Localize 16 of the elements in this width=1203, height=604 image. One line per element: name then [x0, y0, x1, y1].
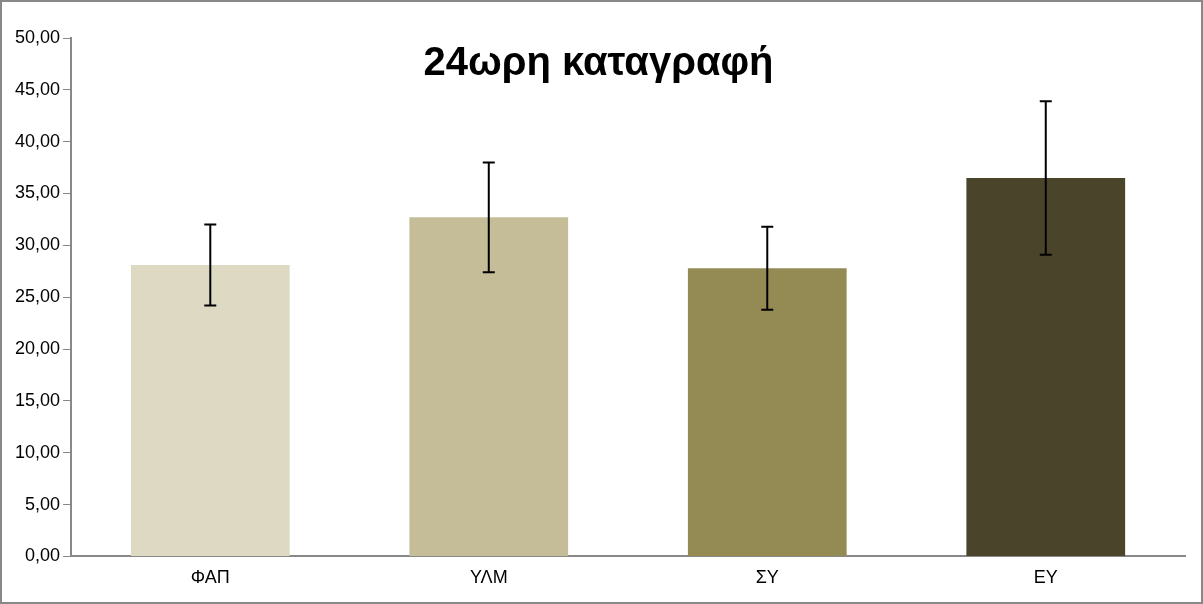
x-tick-label: ΦΑΠ: [190, 567, 230, 588]
y-tick-label: 35,00: [15, 182, 61, 203]
y-tick-label: 50,00: [15, 26, 61, 47]
y-tick-label: 0,00: [25, 545, 61, 566]
y-tick-label: 30,00: [15, 234, 61, 255]
x-tick-label: ΥΛΜ: [469, 567, 508, 588]
y-tick-label: 25,00: [15, 286, 61, 307]
chart-title: 24ωρη καταγραφή: [423, 39, 774, 84]
x-tick-label: ΣΥ: [755, 567, 779, 588]
y-tick-label: 40,00: [15, 130, 61, 151]
y-tick-label: 45,00: [15, 78, 61, 99]
y-tick-label: 20,00: [15, 338, 61, 359]
x-tick-label: ΕΥ: [1033, 567, 1058, 588]
y-tick-label: 5,00: [25, 493, 61, 514]
y-tick-label: 15,00: [15, 389, 61, 410]
y-tick-label: 10,00: [15, 441, 61, 462]
